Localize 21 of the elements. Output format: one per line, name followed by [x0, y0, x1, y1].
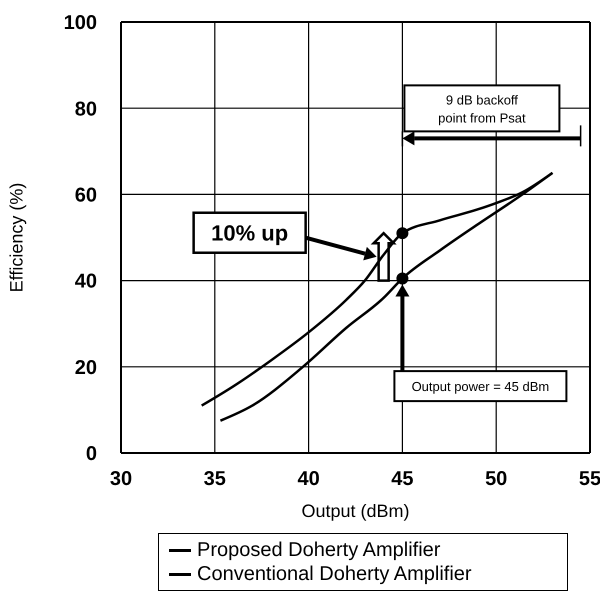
- annotation: 10% up: [211, 220, 288, 246]
- x-tick-label: 30: [110, 468, 132, 490]
- x-tick-label: 50: [485, 468, 508, 490]
- x-tick-label: 35: [204, 468, 226, 490]
- y-tick-label: 80: [74, 98, 97, 120]
- y-tick-label: 0: [86, 443, 97, 466]
- annotation: 9 dB backoff point from Psat: [438, 92, 526, 126]
- legend-label: Proposed Doherty Amplifier: [197, 538, 440, 562]
- y-tick-label: 40: [74, 270, 97, 293]
- y-axis-title: Efficiency (%): [6, 182, 26, 292]
- callout: 10% up: [192, 212, 377, 260]
- y-tick-label: 60: [74, 184, 97, 206]
- x-axis-title: Output (dBm): [301, 501, 410, 521]
- callout: 9 dB backoff point from Psat: [402, 84, 582, 146]
- y-tick-label: 100: [64, 12, 97, 34]
- y-tick-label: 20: [74, 356, 97, 379]
- x-tick-label: 40: [297, 468, 320, 490]
- legend-label: Conventional Doherty Amplifier: [197, 562, 472, 586]
- x-tick-label: 45: [391, 468, 414, 490]
- annotation: Output power = 45 dBm: [412, 379, 550, 394]
- callout: Output power = 45 dBm: [393, 284, 568, 402]
